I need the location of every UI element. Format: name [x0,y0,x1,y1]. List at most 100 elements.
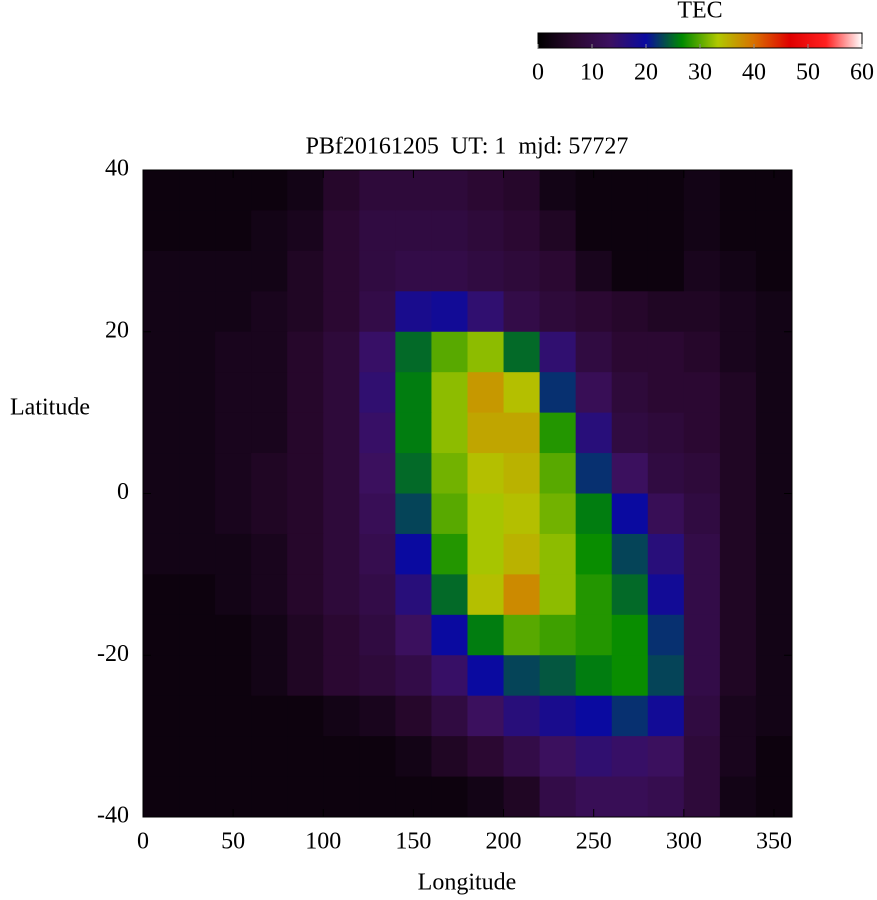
heatmap-cell [215,614,252,656]
y-tick-label: -40 [97,803,129,829]
heatmap-cell [287,776,324,818]
heatmap-cell [467,170,505,211]
heatmap-cell [647,533,685,575]
heatmap-cell [575,372,613,414]
heatmap-cell [323,372,360,414]
heatmap-cell [719,776,757,818]
heatmap-cell [575,250,613,292]
heatmap-cell [755,574,793,616]
colorbar-tick-label: 20 [634,60,658,86]
heatmap-cell [179,736,216,778]
heatmap-cell [143,291,180,333]
heatmap-cell [287,210,324,252]
heatmap-cell [467,250,505,292]
heatmap-cell [647,250,685,292]
heatmap-cell [575,412,613,454]
heatmap-cell [539,574,577,616]
heatmap-cell [683,412,721,454]
x-tick-label: 50 [221,829,245,855]
heatmap-cell [611,655,649,697]
heatmap-cell [179,574,216,616]
heatmap-cell [503,250,541,292]
heatmap-cell [683,574,721,616]
heatmap-cell [359,453,396,494]
heatmap-cell [143,614,180,656]
heatmap-cell [467,291,505,333]
heatmap-cell [647,574,685,616]
heatmap-cell [755,655,793,697]
heatmap-cell [215,695,252,737]
chart-title: PBf20161205 UT: 1 mjd: 57727 [306,134,629,160]
heatmap-cell [647,170,685,211]
heatmap-cell [395,493,432,535]
heatmap-cell [251,453,288,494]
heatmap-cell [215,655,252,697]
heatmap-cell [611,412,649,454]
heatmap-cell [467,372,505,414]
heatmap-cell [287,736,324,778]
heatmap-cell [647,695,685,737]
heatmap-cell [467,695,505,737]
heatmap-cell [395,574,432,616]
heatmap-cell [143,533,180,575]
heatmap-cell [215,574,252,616]
heatmap-cell [143,331,180,373]
heatmap-cell [143,655,180,697]
heatmap-cell [179,655,216,697]
heatmap-cell [215,210,252,252]
heatmap-cell [719,291,757,333]
heatmap-cell [395,250,432,292]
heatmap-cell [287,614,324,656]
heatmap-cell [179,695,216,737]
heatmap-cell [719,695,757,737]
heatmap-cell [359,533,396,575]
x-tick-label: 250 [576,829,612,855]
heatmap-cell [431,453,468,494]
heatmap-cell [683,533,721,575]
heatmap-cell [611,614,649,656]
heatmap-cell [179,453,216,494]
heatmap-cell [647,655,685,697]
heatmap-cell [431,736,468,778]
heatmap-cell [503,291,541,333]
heatmap [143,170,793,818]
heatmap-cell [431,331,468,373]
heatmap-cell [287,170,324,211]
heatmap-cell [611,331,649,373]
heatmap-cell [431,533,468,575]
heatmap-cell [647,412,685,454]
heatmap-cell [467,493,505,535]
heatmap-cell [755,695,793,737]
heatmap-cell [539,250,577,292]
heatmap-cell [395,291,432,333]
heatmap-cell [323,493,360,535]
heatmap-cell [287,250,324,292]
heatmap-cell [755,412,793,454]
heatmap-cell [287,412,324,454]
heatmap-cell [503,533,541,575]
heatmap-cell [611,291,649,333]
heatmap-cell [755,614,793,656]
heatmap-cell [719,170,757,211]
heatmap-cell [179,372,216,414]
heatmap-cell [179,412,216,454]
heatmap-cell [323,210,360,252]
heatmap-cell [503,776,541,818]
heatmap-cell [359,614,396,656]
heatmap-cell [215,533,252,575]
heatmap-cell [719,412,757,454]
heatmap-cell [647,291,685,333]
heatmap-cell [359,412,396,454]
heatmap-cell [323,170,360,211]
heatmap-cell [287,574,324,616]
colorbar-tick-label: 40 [742,60,766,86]
heatmap-cell [179,776,216,818]
heatmap-cell [467,614,505,656]
heatmap-cell [323,250,360,292]
heatmap-cell [215,736,252,778]
heatmap-cell [539,493,577,535]
heatmap-cell [611,533,649,575]
heatmap-cell [395,453,432,494]
heatmap-cell [143,250,180,292]
heatmap-cell [251,250,288,292]
